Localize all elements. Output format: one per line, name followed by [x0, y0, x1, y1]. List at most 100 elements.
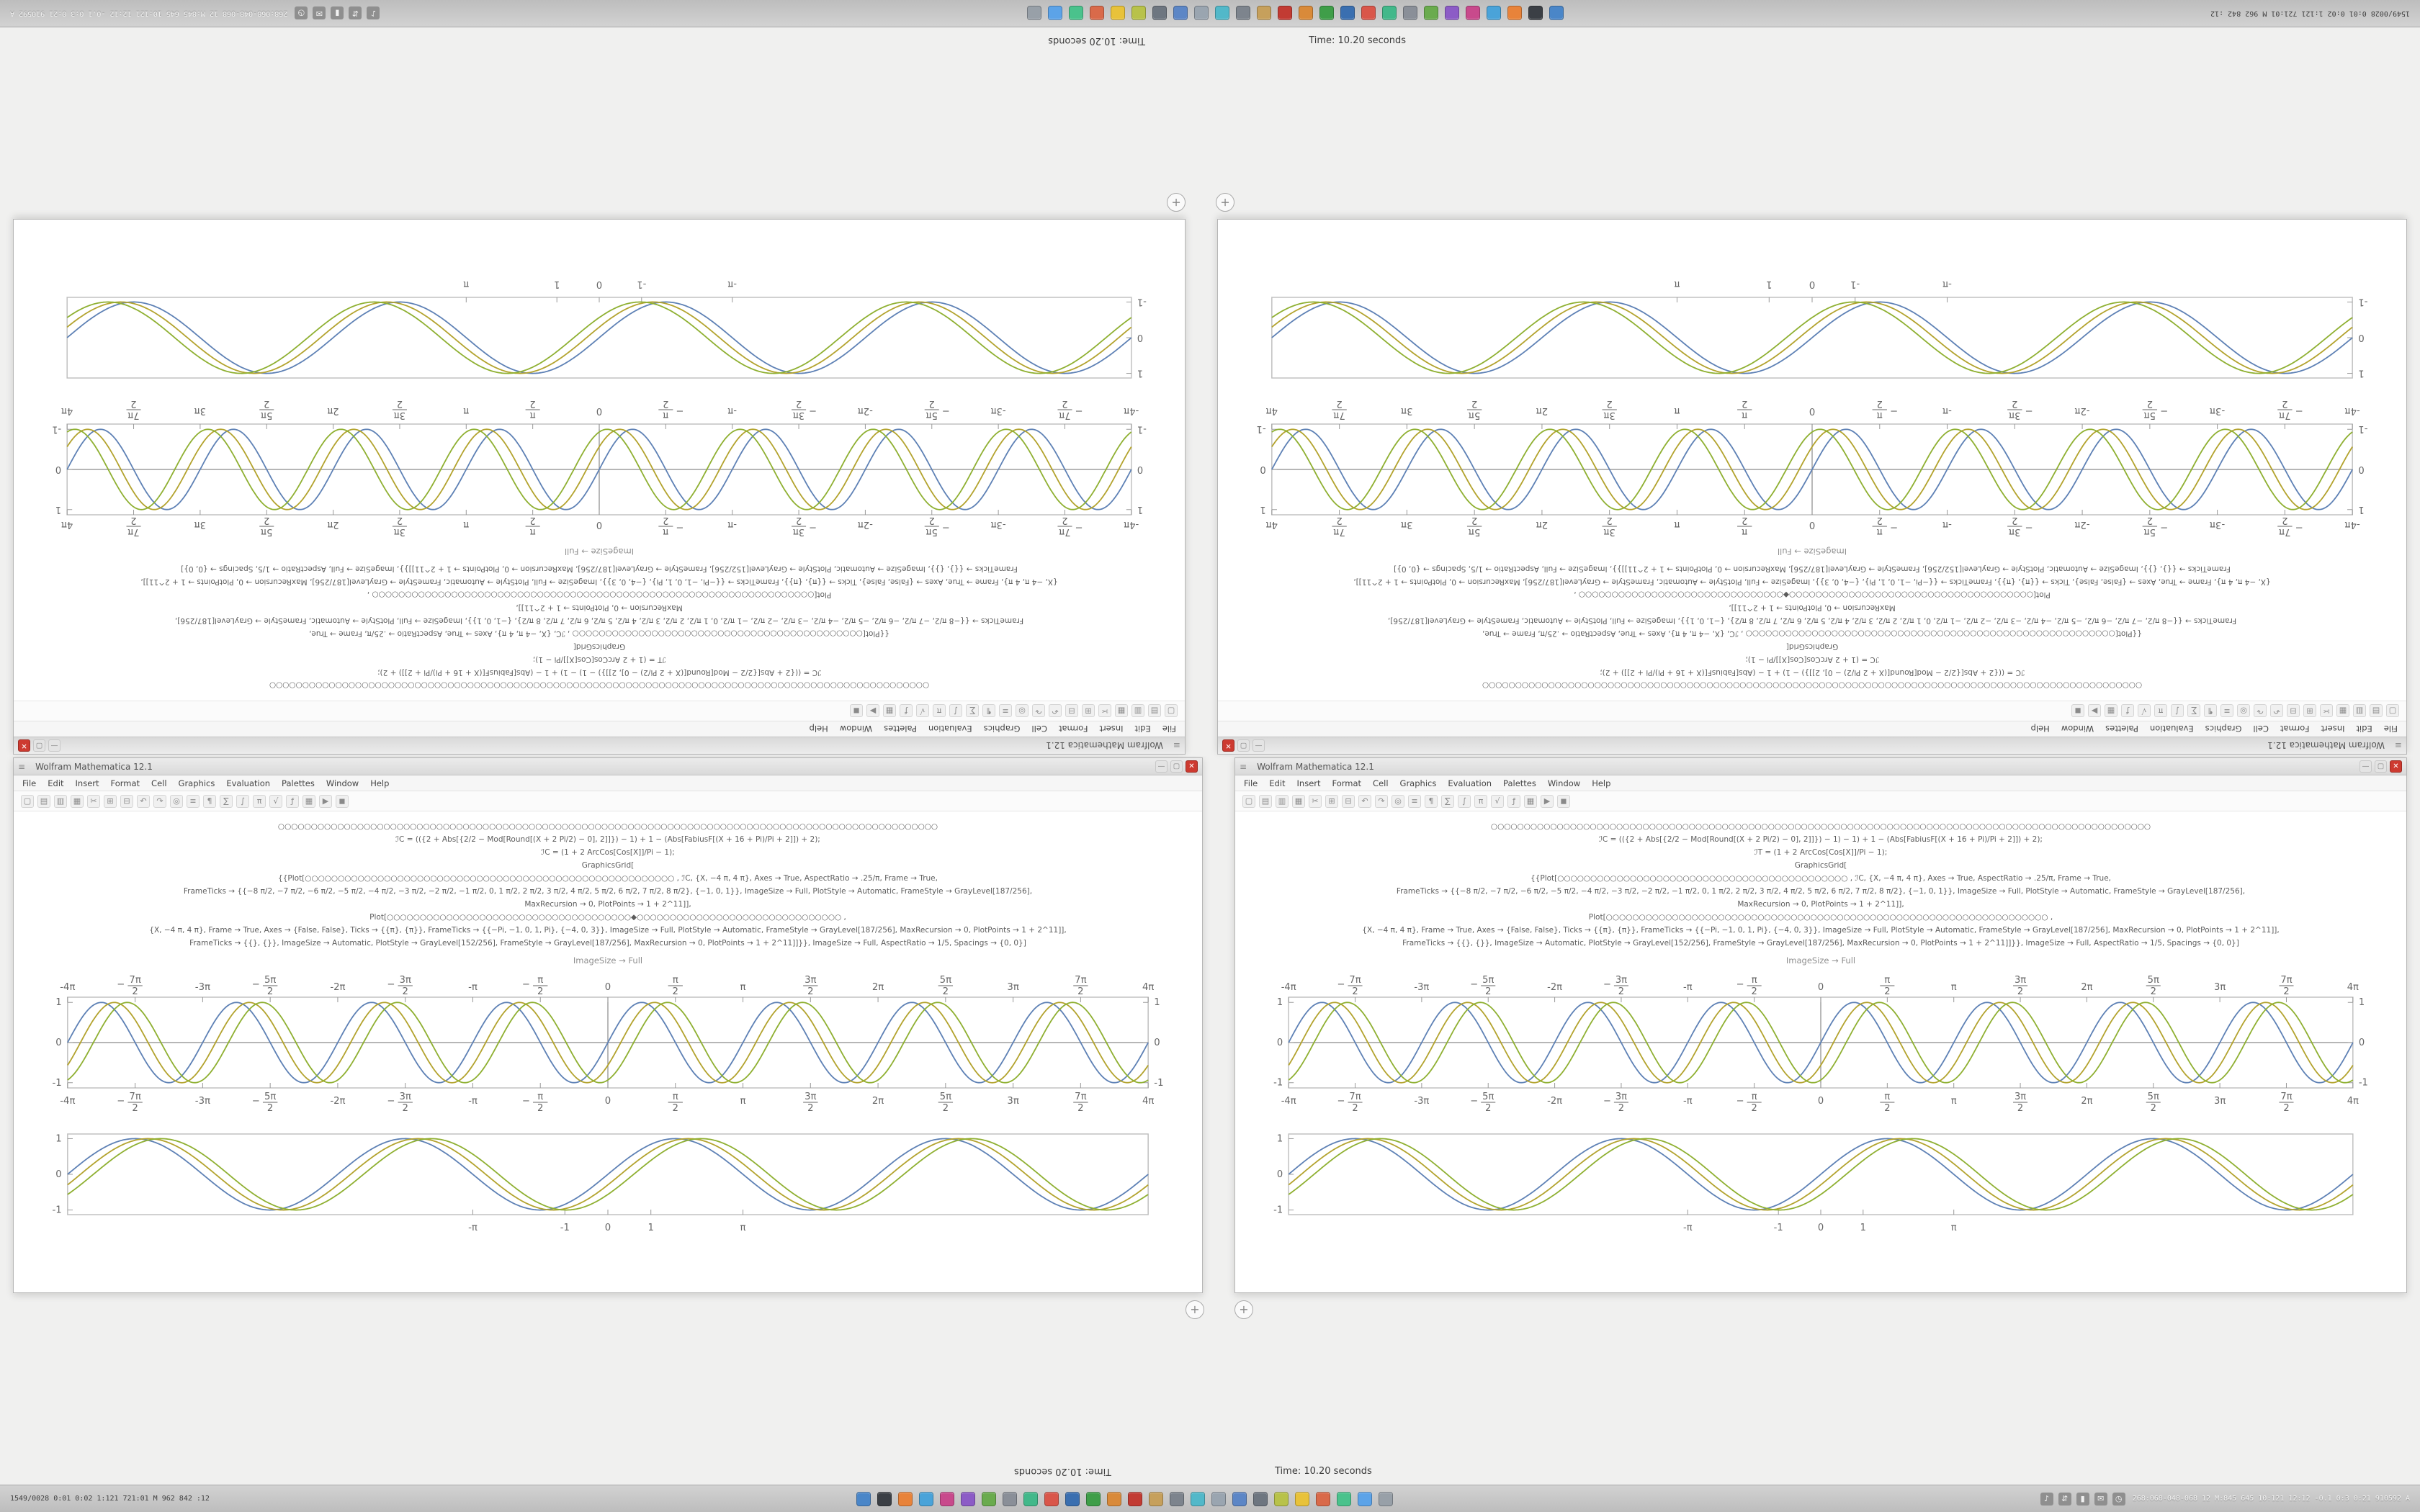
store-icon[interactable]: [1068, 6, 1083, 21]
menu-evaluation[interactable]: Evaluation: [928, 724, 972, 734]
menu-cell[interactable]: Cell: [1373, 778, 1389, 788]
window-menu-icon[interactable]: ≡: [18, 761, 26, 772]
calculator-icon[interactable]: [1402, 6, 1417, 21]
integral-icon[interactable]: ∫: [236, 794, 249, 808]
network-tray-icon[interactable]: ⇵: [2058, 1492, 2071, 1506]
music-icon[interactable]: [940, 1491, 955, 1506]
text-cell-icon[interactable]: ¶: [203, 794, 216, 808]
print-icon[interactable]: ▦: [1115, 704, 1128, 718]
menu-help[interactable]: Help: [809, 724, 828, 734]
sqrt-icon[interactable]: √: [1491, 794, 1504, 808]
menu-format[interactable]: Format: [2280, 724, 2310, 734]
mail-tray-icon[interactable]: ✉: [2094, 1492, 2107, 1506]
network-icon[interactable]: [1173, 6, 1188, 21]
print-icon[interactable]: ▦: [2336, 704, 2349, 718]
code-cell[interactable]: ○○○○○○○○○○○○○○○○○○○○○○○○○○○○○○○○○○○○○○○○…: [32, 820, 1183, 950]
mail-tray-icon[interactable]: ✉: [313, 6, 326, 20]
calculator-icon[interactable]: [1003, 1491, 1018, 1506]
integral-icon[interactable]: ∫: [949, 704, 962, 718]
office-impress-icon[interactable]: [1107, 1491, 1122, 1506]
window-titlebar[interactable]: ≡ Wolfram Mathematica 12.1 — ▢ ✕: [14, 758, 1202, 775]
help-icon[interactable]: [1358, 1491, 1373, 1506]
menu-insert[interactable]: Insert: [2321, 724, 2345, 734]
input-cell-icon[interactable]: ≡: [2220, 704, 2233, 718]
open-icon[interactable]: ▤: [2370, 704, 2383, 718]
battery-icon[interactable]: ▮: [331, 6, 344, 20]
disk-icon[interactable]: [1211, 1491, 1227, 1506]
terminal-icon[interactable]: [1528, 6, 1543, 21]
cut-icon[interactable]: ✂: [1309, 794, 1322, 808]
photos-icon[interactable]: [961, 1491, 976, 1506]
menu-graphics[interactable]: Graphics: [983, 724, 1021, 734]
copy-icon[interactable]: ⊞: [1082, 704, 1095, 718]
network-icon[interactable]: [1232, 1491, 1247, 1506]
redo-icon[interactable]: ↷: [1032, 704, 1045, 718]
function-icon[interactable]: ƒ: [900, 704, 913, 718]
print-icon[interactable]: ▦: [71, 794, 84, 808]
window-menu-icon[interactable]: ≡: [1173, 740, 1180, 751]
clock-icon[interactable]: ◷: [2112, 1492, 2125, 1506]
cut-icon[interactable]: ✂: [2320, 704, 2333, 718]
menu-edit[interactable]: Edit: [1134, 724, 1151, 734]
menu-edit[interactable]: Edit: [48, 778, 64, 788]
find-icon[interactable]: ◎: [1392, 794, 1404, 808]
menu-cell[interactable]: Cell: [151, 778, 167, 788]
undo-icon[interactable]: ↶: [1358, 794, 1371, 808]
abort-icon[interactable]: ◼: [336, 794, 349, 808]
editor-icon[interactable]: [1423, 6, 1438, 21]
open-icon[interactable]: ▤: [1148, 704, 1161, 718]
matrix-icon[interactable]: ▦: [883, 704, 896, 718]
calendar-icon[interactable]: [1316, 1491, 1331, 1506]
minimize-button[interactable]: —: [1252, 739, 1265, 752]
find-icon[interactable]: ◎: [1016, 704, 1028, 718]
office-calc-icon[interactable]: [1319, 6, 1334, 21]
new-notebook-icon[interactable]: ▢: [1165, 704, 1178, 718]
paste-icon[interactable]: ⊟: [2287, 704, 2300, 718]
abort-icon[interactable]: ◼: [850, 704, 863, 718]
paste-icon[interactable]: ⊟: [1065, 704, 1078, 718]
pdf-icon[interactable]: [1128, 1491, 1143, 1506]
find-icon[interactable]: ◎: [170, 794, 183, 808]
office-writer-icon[interactable]: [1065, 1491, 1080, 1506]
menu-graphics[interactable]: Graphics: [1399, 778, 1437, 788]
menu-evaluation[interactable]: Evaluation: [226, 778, 271, 788]
disk-icon[interactable]: [1193, 6, 1209, 21]
maximize-button[interactable]: ▢: [2375, 760, 2387, 773]
menu-palettes[interactable]: Palettes: [884, 724, 917, 734]
browser-icon[interactable]: [1507, 6, 1522, 21]
abort-icon[interactable]: ◼: [2071, 704, 2084, 718]
function-icon[interactable]: ƒ: [286, 794, 299, 808]
function-icon[interactable]: ƒ: [2121, 704, 2134, 718]
settings-icon[interactable]: [1170, 1491, 1185, 1506]
pi-icon[interactable]: π: [1474, 794, 1487, 808]
undo-icon[interactable]: ↶: [137, 794, 150, 808]
menu-evaluation[interactable]: Evaluation: [1448, 778, 1492, 788]
maximize-button[interactable]: ▢: [1170, 760, 1183, 773]
settings-icon[interactable]: [1235, 6, 1250, 21]
menu-window[interactable]: Window: [1547, 778, 1581, 788]
pi-icon[interactable]: π: [933, 704, 946, 718]
sum-icon[interactable]: ∑: [966, 704, 979, 718]
insert-cell-button[interactable]: +: [1186, 1300, 1204, 1319]
maximize-button[interactable]: ▢: [33, 739, 45, 752]
print-icon[interactable]: ▦: [1292, 794, 1305, 808]
input-cell-icon[interactable]: ≡: [1408, 794, 1421, 808]
menu-window[interactable]: Window: [839, 724, 873, 734]
pi-icon[interactable]: π: [2154, 704, 2167, 718]
paste-icon[interactable]: ⊟: [1342, 794, 1355, 808]
minimize-button[interactable]: —: [2360, 760, 2372, 773]
menu-palettes[interactable]: Palettes: [282, 778, 315, 788]
screenshot-icon[interactable]: [1274, 1491, 1289, 1506]
input-cell-icon[interactable]: ≡: [187, 794, 200, 808]
chat-icon[interactable]: [1381, 6, 1397, 21]
open-icon[interactable]: ▤: [1259, 794, 1272, 808]
network-tray-icon[interactable]: ⇵: [349, 6, 362, 20]
input-cell-icon[interactable]: ≡: [999, 704, 1012, 718]
text-cell-icon[interactable]: ¶: [2204, 704, 2217, 718]
menu-help[interactable]: Help: [2030, 724, 2050, 734]
evaluate-icon[interactable]: ▶: [1541, 794, 1554, 808]
menu-edit[interactable]: Edit: [1269, 778, 1286, 788]
menu-palettes[interactable]: Palettes: [2105, 724, 2138, 734]
files-icon[interactable]: [856, 1491, 871, 1506]
close-button[interactable]: ✕: [1222, 739, 1234, 752]
